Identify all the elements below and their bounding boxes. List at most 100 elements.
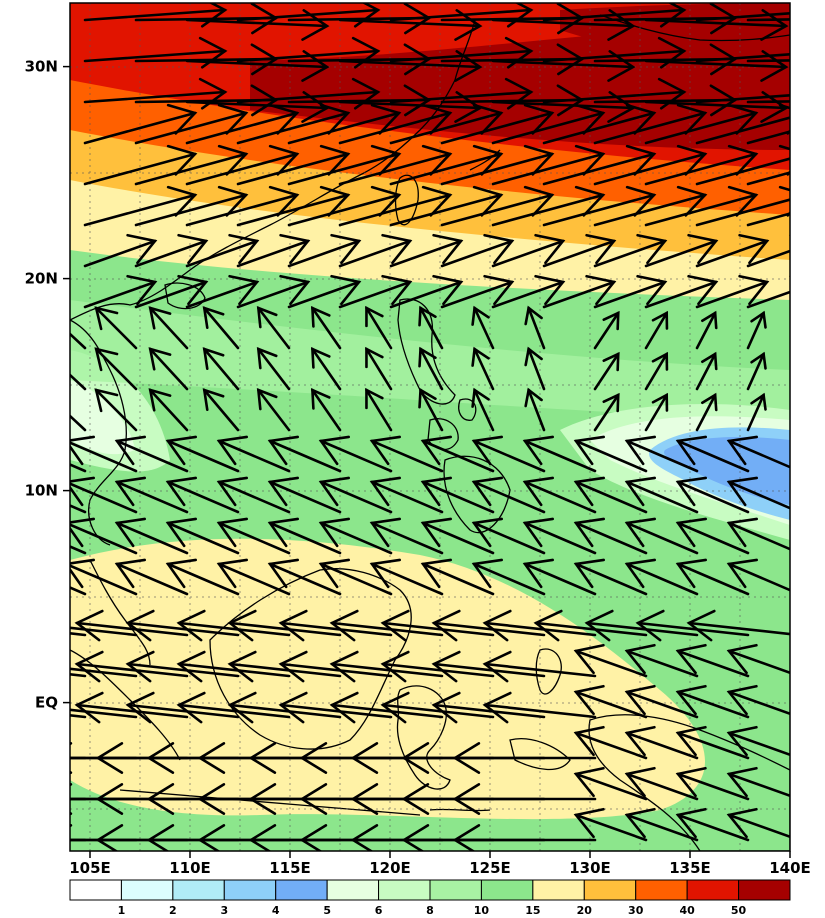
- wind-vector: [236, 185, 351, 227]
- wind-vector: [542, 144, 657, 186]
- wind-vector: [94, 347, 138, 391]
- wind-vector: [746, 351, 767, 391]
- wind-vector: [70, 332, 87, 350]
- wind-vector: [695, 12, 790, 22]
- wind-vector: [440, 233, 515, 268]
- wind-vector: [256, 306, 291, 350]
- wind-vector: [524, 387, 546, 432]
- wind-vector: [380, 650, 495, 683]
- wind-vector: [369, 435, 444, 473]
- wind-vector: [165, 476, 240, 514]
- wind-vector: [635, 609, 750, 642]
- wind-vector: [83, 144, 198, 186]
- wind-vector: [471, 517, 546, 555]
- wind-vector: [675, 435, 750, 473]
- x-tick-label: 130E: [569, 859, 611, 877]
- wind-vector: [267, 517, 342, 555]
- wind-vector: [310, 346, 342, 391]
- x-axis: 105E 110E 115E 120E 125E 130E 135E 140E: [69, 851, 811, 877]
- wind-vector: [471, 305, 495, 350]
- wind-vector: [624, 725, 699, 760]
- x-tick-label: 105E: [69, 859, 111, 877]
- wind-vector: [644, 392, 669, 432]
- wind-vector: [70, 558, 138, 596]
- wind-vector: [267, 558, 342, 596]
- wind-vector: [216, 558, 291, 596]
- wind-vector: [624, 643, 699, 678]
- wind-vector: [134, 144, 249, 186]
- wind-vector: [420, 476, 495, 514]
- wind-vector: [185, 233, 260, 268]
- wind-vector: [726, 476, 790, 510]
- wind-vector: [624, 558, 699, 596]
- wind-vector: [70, 545, 87, 555]
- wind-vector: [83, 274, 158, 309]
- wind-vector: [114, 476, 189, 514]
- wind-vector: [471, 558, 546, 596]
- wind-vector: [573, 435, 648, 473]
- wind-vector: [202, 306, 240, 350]
- wind-vector: [644, 144, 759, 186]
- wind-vector: [726, 766, 790, 798]
- wind-vector: [799, 92, 825, 121]
- wind-vector: [70, 414, 87, 432]
- wind-vector: [125, 609, 240, 642]
- wind-vector: [452, 783, 597, 815]
- wind-vector: [573, 807, 648, 842]
- colorbar-swatch: [532, 879, 585, 901]
- wind-vector: [287, 185, 402, 227]
- wind-vector: [176, 609, 291, 642]
- wind-vector: [365, 346, 393, 391]
- wind-vector: [70, 517, 138, 555]
- wind-vector: [70, 626, 138, 637]
- wind-vector: [420, 517, 495, 555]
- wind-vector: [644, 310, 669, 350]
- wind-vector: [148, 347, 189, 391]
- wind-vector: [695, 144, 790, 186]
- wind-vector: [593, 310, 620, 350]
- wind-vector: [491, 233, 566, 268]
- wind-vector: [573, 684, 648, 719]
- wind-vector: [675, 517, 750, 555]
- wind-vector: [318, 476, 393, 514]
- wind-vector: [329, 650, 444, 683]
- colorbar-label: 1: [118, 904, 126, 917]
- wind-vector: [644, 185, 759, 227]
- wind-vector: [593, 103, 708, 145]
- wind-vector: [74, 609, 189, 642]
- wind-vector: [389, 144, 504, 186]
- wind-vector: [202, 347, 240, 391]
- wind-vector: [338, 233, 413, 268]
- wind-vector: [94, 306, 138, 350]
- wind-vector: [256, 388, 291, 432]
- colorbar-swatch: [480, 879, 534, 901]
- wind-vector: [287, 233, 362, 268]
- colorbar-label: 15: [525, 904, 540, 917]
- wind-vector: [365, 305, 393, 350]
- wind-vector: [287, 103, 402, 145]
- wind-vector: [114, 435, 189, 473]
- wind-vector: [593, 392, 620, 432]
- wind-vector: [216, 476, 291, 514]
- wind-vector: [185, 274, 260, 309]
- wind-vector: [695, 310, 718, 350]
- wind-vector: [695, 53, 790, 63]
- wind-vector: [482, 691, 597, 724]
- wind-vector: [593, 274, 668, 309]
- wind-vector: [695, 94, 790, 104]
- wind-vector: [369, 517, 444, 555]
- wind-vector: [624, 517, 699, 555]
- wind-vector: [134, 274, 209, 309]
- wind-vector: [70, 435, 138, 473]
- wind-vector: [125, 650, 240, 683]
- wind-vector: [267, 476, 342, 514]
- wind-vector: [114, 558, 189, 596]
- wind-vector: [491, 185, 606, 227]
- wind-vector: [380, 691, 495, 724]
- wind-vector: [624, 807, 699, 842]
- wind-vector: [542, 185, 657, 227]
- wind-vector: [310, 305, 342, 350]
- wind-vector: [675, 558, 750, 596]
- wind-vector: [278, 650, 393, 683]
- wind-vector: [482, 650, 597, 683]
